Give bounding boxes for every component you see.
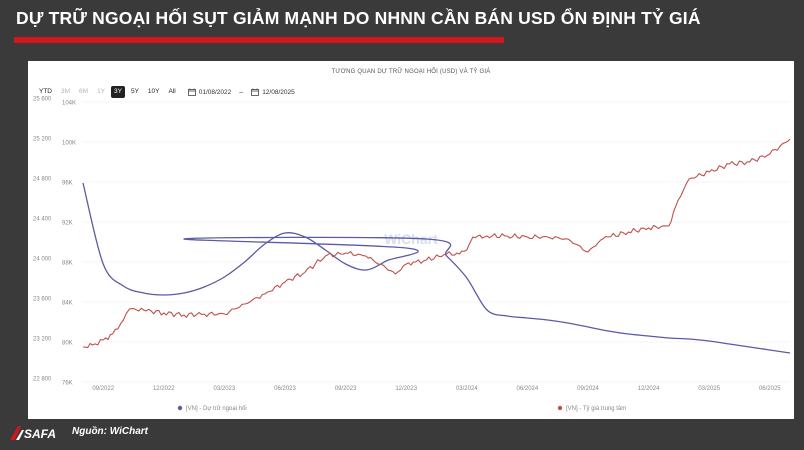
y-left-tick-label: 96K: [62, 181, 73, 187]
range-button-6m[interactable]: 6M: [79, 88, 89, 95]
source-note: Nguồn: WiChart: [72, 426, 149, 437]
x-tick-label: 06/2024: [517, 386, 539, 392]
y-right-tick-label: 25 200: [33, 137, 52, 143]
y-right-tick-label: 23 200: [33, 337, 52, 343]
y-right-tick-label: 22 800: [33, 377, 52, 383]
date-from-picker[interactable]: 01/08/2022: [187, 88, 232, 96]
x-tick-label: 03/2025: [698, 386, 720, 392]
x-tick-label: 03/2024: [456, 386, 478, 392]
y-left-tick-label: 76K: [62, 381, 73, 387]
x-tick-label: 09/2022: [92, 386, 114, 392]
y-left-tick-label: 92K: [62, 221, 73, 227]
y-left-tick-label: 104K: [62, 101, 76, 107]
x-tick-label: 12/2024: [638, 386, 660, 392]
y-right-tick-label: 25 600: [33, 97, 52, 103]
range-button-3y[interactable]: 3Y: [111, 86, 125, 98]
watermark: WiChart: [384, 231, 438, 247]
safa-logo: SAFA: [10, 426, 56, 441]
calendar-icon: [187, 88, 196, 96]
line-chart: 22 800 76K 23 200 80K 23 600 84K 24 000 88K 24 4…: [33, 97, 791, 412]
y-left-tick-label: 88K: [62, 261, 73, 267]
range-toolbar: YTD 3M 6M 1Y 3Y 5Y 10Y All 01/08/2022 – …: [36, 85, 295, 99]
y-right-tick-label: 24 400: [33, 217, 52, 223]
range-button-10y[interactable]: 10Y: [147, 88, 160, 95]
range-button-5y[interactable]: 5Y: [130, 88, 139, 95]
range-button-ytd[interactable]: YTD: [39, 88, 52, 95]
calendar-icon: [251, 88, 260, 96]
x-tick-label: 12/2023: [395, 386, 417, 392]
y-right-tick-label: 24 800: [33, 177, 52, 183]
svg-text:SAFA: SAFA: [24, 427, 56, 441]
date-to-picker[interactable]: 12/08/2025: [251, 88, 295, 96]
x-tick-label: 09/2024: [577, 386, 599, 392]
legend-item-exchange-rate-marker: [557, 405, 563, 411]
range-button-all[interactable]: All: [168, 88, 176, 95]
chart-title: TƯƠNG QUAN DỰ TRỮ NGOẠI HỐI (USD) VÀ TỶ …: [331, 69, 491, 75]
title-underline-bar: [14, 37, 504, 43]
x-tick-label: 03/2023: [214, 386, 236, 392]
legend-item-reserves: [VN] - Dự trữ ngoại hối: [186, 406, 247, 412]
series-line-exchange-rate: [82, 138, 791, 349]
y-right-tick-label: 23 600: [33, 297, 52, 303]
x-tick-label: 06/2023: [274, 386, 296, 392]
date-separator: –: [239, 88, 244, 96]
range-button-1y[interactable]: 1Y: [97, 88, 106, 95]
x-tick-label: 09/2023: [335, 386, 357, 392]
y-left-tick-label: 100K: [62, 141, 76, 147]
legend-item-reserves-marker: [177, 405, 183, 411]
date-to-value: 12/08/2025: [262, 88, 295, 96]
legend-item-exchange-rate: [VN] - Tỷ giá trung tâm: [566, 405, 626, 412]
x-tick-label: 06/2025: [759, 386, 781, 392]
series-line-reserves: [82, 182, 791, 354]
date-from-value: 01/08/2022: [198, 88, 232, 96]
chart-panel: TƯƠNG QUAN DỰ TRỮ NGOẠI HỐI (USD) VÀ TỶ …: [28, 61, 794, 419]
y-left-tick-label: 80K: [62, 341, 73, 347]
page-title: DỰ TRỮ NGOẠI HỐI SỤT GIẢM MẠNH DO NHNN C…: [16, 8, 701, 28]
range-button-3m[interactable]: 3M: [61, 88, 71, 95]
x-tick-label: 12/2022: [153, 386, 175, 392]
y-right-tick-label: 24 000: [33, 257, 52, 263]
y-left-tick-label: 84K: [62, 301, 73, 307]
